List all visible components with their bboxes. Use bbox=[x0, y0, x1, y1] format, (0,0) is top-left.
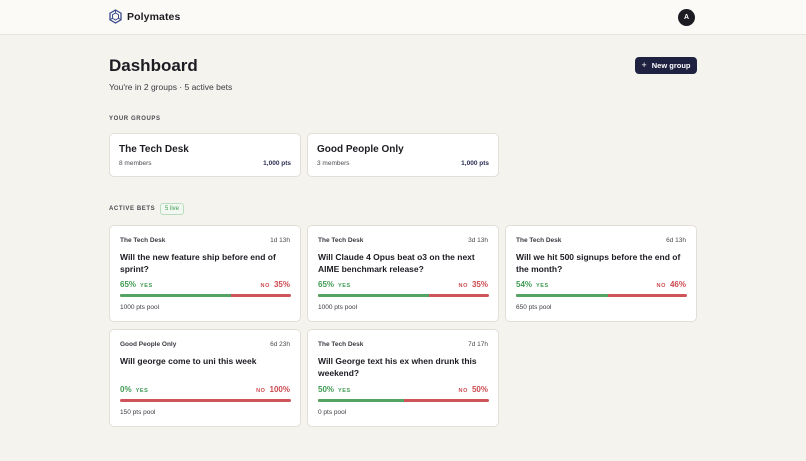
odds-bar bbox=[318, 399, 489, 402]
page-subtitle: You're in 2 groups · 5 active bets bbox=[109, 82, 233, 92]
group-card[interactable]: Good People Only 3 members 1,000 pts bbox=[307, 133, 499, 177]
active-bets-heading: ACTIVE BETS bbox=[109, 206, 156, 212]
live-count-badge: 5 live bbox=[160, 203, 185, 215]
bet-group-name: The Tech Desk bbox=[516, 237, 562, 244]
yes-percentage: 54% bbox=[516, 280, 533, 289]
no-percentage: 100% bbox=[269, 385, 290, 394]
bet-question: Will george come to uni this week bbox=[120, 356, 257, 366]
odds-bar-yes-fill bbox=[120, 294, 232, 297]
yes-odds: 0% YES bbox=[120, 385, 148, 394]
bet-question: Will we hit 500 signups before the end o… bbox=[516, 252, 681, 274]
bet-question: Will the new feature ship before end of … bbox=[120, 252, 276, 274]
no-percentage: 46% bbox=[669, 280, 686, 289]
group-name: The Tech Desk bbox=[119, 144, 189, 155]
brand-logo[interactable]: Polymates bbox=[109, 9, 180, 24]
plus-icon: + bbox=[641, 60, 647, 70]
odds-bar bbox=[318, 294, 489, 297]
bet-time-left: 7d 17h bbox=[468, 341, 488, 348]
yes-label: YES bbox=[135, 388, 149, 394]
bet-card[interactable]: The Tech Desk 3d 13h Will Claude 4 Opus … bbox=[307, 225, 499, 322]
odds-bar bbox=[120, 399, 291, 402]
yes-label: YES bbox=[338, 388, 351, 394]
odds-bar bbox=[516, 294, 687, 297]
group-points: 1,000 pts bbox=[461, 160, 489, 167]
yes-label: YES bbox=[536, 283, 549, 289]
yes-label: YES bbox=[140, 283, 153, 289]
no-odds: NO 35% bbox=[459, 280, 488, 289]
brand-name: Polymates bbox=[127, 10, 181, 23]
top-navigation-bar: Polymates A bbox=[0, 0, 806, 35]
page-title: Dashboard bbox=[109, 56, 198, 75]
bet-group-name: Good People Only bbox=[120, 341, 177, 348]
bet-pool: 650 pts pool bbox=[516, 304, 552, 311]
yes-percentage: 50% bbox=[318, 385, 335, 394]
bet-time-left: 6d 13h bbox=[666, 237, 686, 244]
no-percentage: 50% bbox=[471, 385, 488, 394]
bet-group-name: The Tech Desk bbox=[318, 341, 364, 348]
bet-group-name: The Tech Desk bbox=[120, 237, 166, 244]
no-label: NO bbox=[458, 388, 468, 394]
no-odds: NO 100% bbox=[256, 385, 290, 394]
bet-card[interactable]: Good People Only 6d 23h Will george come… bbox=[109, 329, 301, 427]
yes-percentage: 65% bbox=[318, 280, 335, 289]
polymates-hex-logo-icon bbox=[109, 9, 122, 24]
yes-label: YES bbox=[338, 283, 351, 289]
yes-odds: 50% YES bbox=[318, 385, 351, 394]
user-avatar[interactable]: A bbox=[678, 9, 695, 26]
bet-pool: 1000 pts pool bbox=[120, 304, 160, 311]
odds-bar-yes-fill bbox=[318, 399, 404, 402]
bet-card[interactable]: The Tech Desk 7d 17h Will George text hi… bbox=[307, 329, 499, 427]
no-label: NO bbox=[256, 388, 266, 394]
no-label: NO bbox=[656, 283, 666, 289]
bet-card[interactable]: The Tech Desk 1d 13h Will the new featur… bbox=[109, 225, 301, 322]
bet-question: Will George text his ex when drunk this … bbox=[318, 356, 477, 378]
no-odds: NO 35% bbox=[261, 280, 290, 289]
your-groups-heading: YOUR GROUPS bbox=[109, 116, 161, 122]
no-percentage: 35% bbox=[471, 280, 488, 289]
odds-bar-yes-fill bbox=[318, 294, 430, 297]
yes-odds: 65% YES bbox=[318, 280, 351, 289]
yes-percentage: 0% bbox=[120, 385, 132, 394]
bet-time-left: 1d 13h bbox=[270, 237, 290, 244]
no-percentage: 35% bbox=[273, 280, 290, 289]
bet-question: Will Claude 4 Opus beat o3 on the next A… bbox=[318, 252, 475, 274]
group-name: Good People Only bbox=[317, 144, 404, 155]
no-odds: NO 50% bbox=[459, 385, 488, 394]
no-label: NO bbox=[260, 283, 270, 289]
no-label: NO bbox=[458, 283, 468, 289]
group-members: 8 members bbox=[119, 160, 152, 167]
bet-pool: 1000 pts pool bbox=[318, 304, 358, 311]
group-members: 3 members bbox=[317, 160, 350, 167]
bet-group-name: The Tech Desk bbox=[318, 237, 364, 244]
no-odds: NO 46% bbox=[657, 280, 686, 289]
group-points: 1,000 pts bbox=[263, 160, 291, 167]
yes-odds: 65% YES bbox=[120, 280, 153, 289]
new-group-label: New group bbox=[651, 61, 691, 70]
bet-pool: 150 pts pool bbox=[120, 409, 156, 416]
bet-card[interactable]: The Tech Desk 6d 13h Will we hit 500 sig… bbox=[505, 225, 697, 322]
yes-odds: 54% YES bbox=[516, 280, 549, 289]
bet-time-left: 3d 13h bbox=[468, 237, 488, 244]
odds-bar-yes-fill bbox=[516, 294, 609, 297]
yes-percentage: 65% bbox=[120, 280, 137, 289]
bet-time-left: 6d 23h bbox=[270, 341, 290, 348]
odds-bar bbox=[120, 294, 291, 297]
bet-pool: 0 pts pool bbox=[318, 409, 347, 416]
group-card[interactable]: The Tech Desk 8 members 1,000 pts bbox=[109, 133, 301, 177]
new-group-button[interactable]: + New group bbox=[635, 57, 697, 74]
